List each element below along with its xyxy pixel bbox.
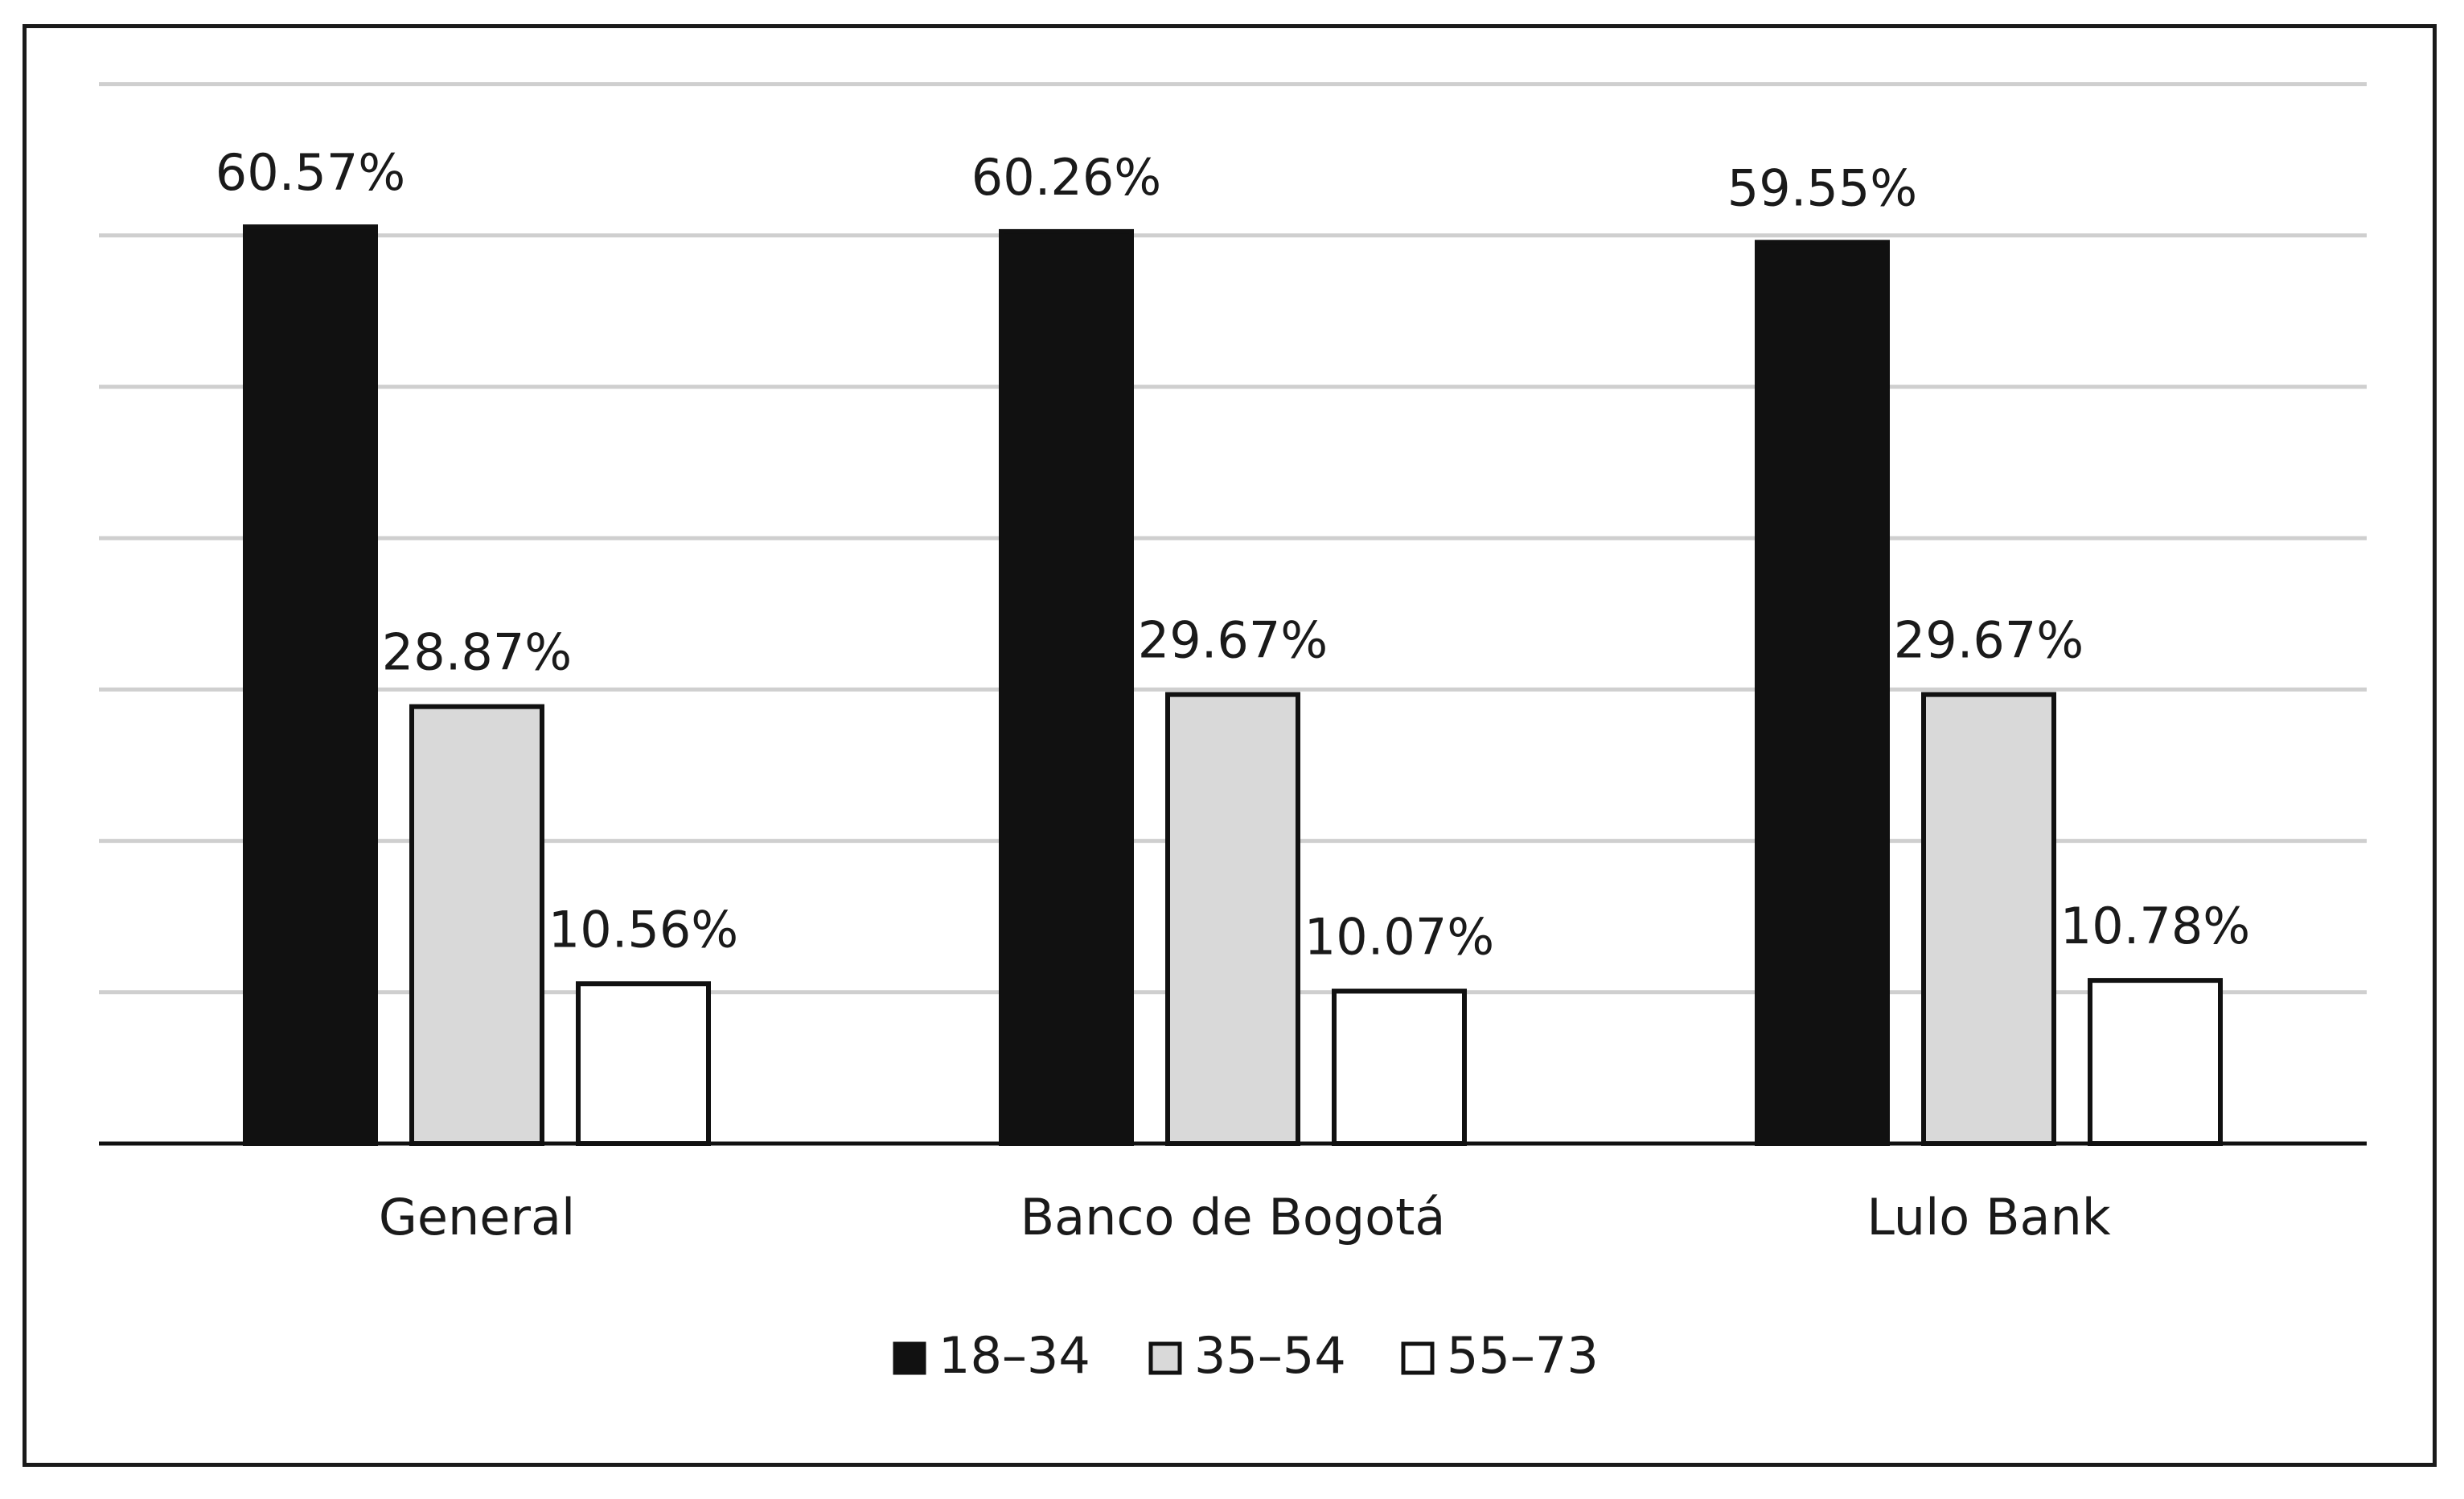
category-labels: General Banco de Bogotá Lulo Bank: [379, 1188, 2111, 1246]
bar-lulo-bank-55-73: [2088, 978, 2223, 1146]
bar-general-55-73: [576, 981, 711, 1146]
data-label-banco-de-bogota-55-73: 10.07%: [1304, 907, 1494, 966]
category-label-banco-de-bogota: Banco de Bogotá: [1021, 1188, 1446, 1246]
legend-label-35-54: 35–54: [1194, 1326, 1346, 1385]
bar-lulo-bank-18-34: [1755, 240, 1890, 1146]
data-label-general-55-73: 10.56%: [548, 900, 738, 959]
data-label-lulo-bank-18-34: 59.55%: [1727, 158, 1917, 217]
category-label-lulo-bank: Lulo Bank: [1866, 1188, 2110, 1246]
bar-lulo-bank-35-54: [1921, 692, 2056, 1146]
bars: [99, 224, 2367, 1146]
legend-label-55-73: 55–73: [1447, 1326, 1599, 1385]
data-label-general-18-34: 60.57%: [216, 143, 405, 202]
legend: 18–34 35–54 55–73: [893, 1326, 1599, 1385]
bar-chart: 60.57% 28.87% 10.56% 60.26% 29.67% 10.07% 59.5…: [99, 82, 2367, 1385]
bar-general-18-34: [243, 224, 378, 1146]
legend-swatch-55-73: [1401, 1341, 1435, 1375]
data-label-general-35-54: 28.87%: [382, 623, 572, 682]
bar-general-35-54: [409, 704, 544, 1146]
data-labels: 60.57% 28.87% 10.56% 60.26% 29.67% 10.07% 59.5…: [216, 143, 2250, 966]
chart-frame: 60.57% 28.87% 10.56% 60.26% 29.67% 10.07% 59.5…: [23, 24, 2437, 1467]
legend-swatch-35-54: [1148, 1341, 1182, 1375]
legend-label-18-34: 18–34: [938, 1326, 1090, 1385]
data-label-banco-de-bogota-18-34: 60.26%: [971, 148, 1161, 207]
bar-banco-de-bogota-35-54: [1165, 692, 1300, 1146]
data-label-lulo-bank-35-54: 29.67%: [1894, 611, 2084, 670]
data-label-lulo-bank-55-73: 10.78%: [2060, 897, 2250, 955]
data-label-banco-de-bogota-35-54: 29.67%: [1138, 611, 1328, 670]
bar-banco-de-bogota-18-34: [999, 228, 1134, 1146]
legend-swatch-18-34: [893, 1341, 926, 1375]
bar-banco-de-bogota-55-73: [1332, 988, 1467, 1146]
category-label-general: General: [379, 1188, 575, 1246]
